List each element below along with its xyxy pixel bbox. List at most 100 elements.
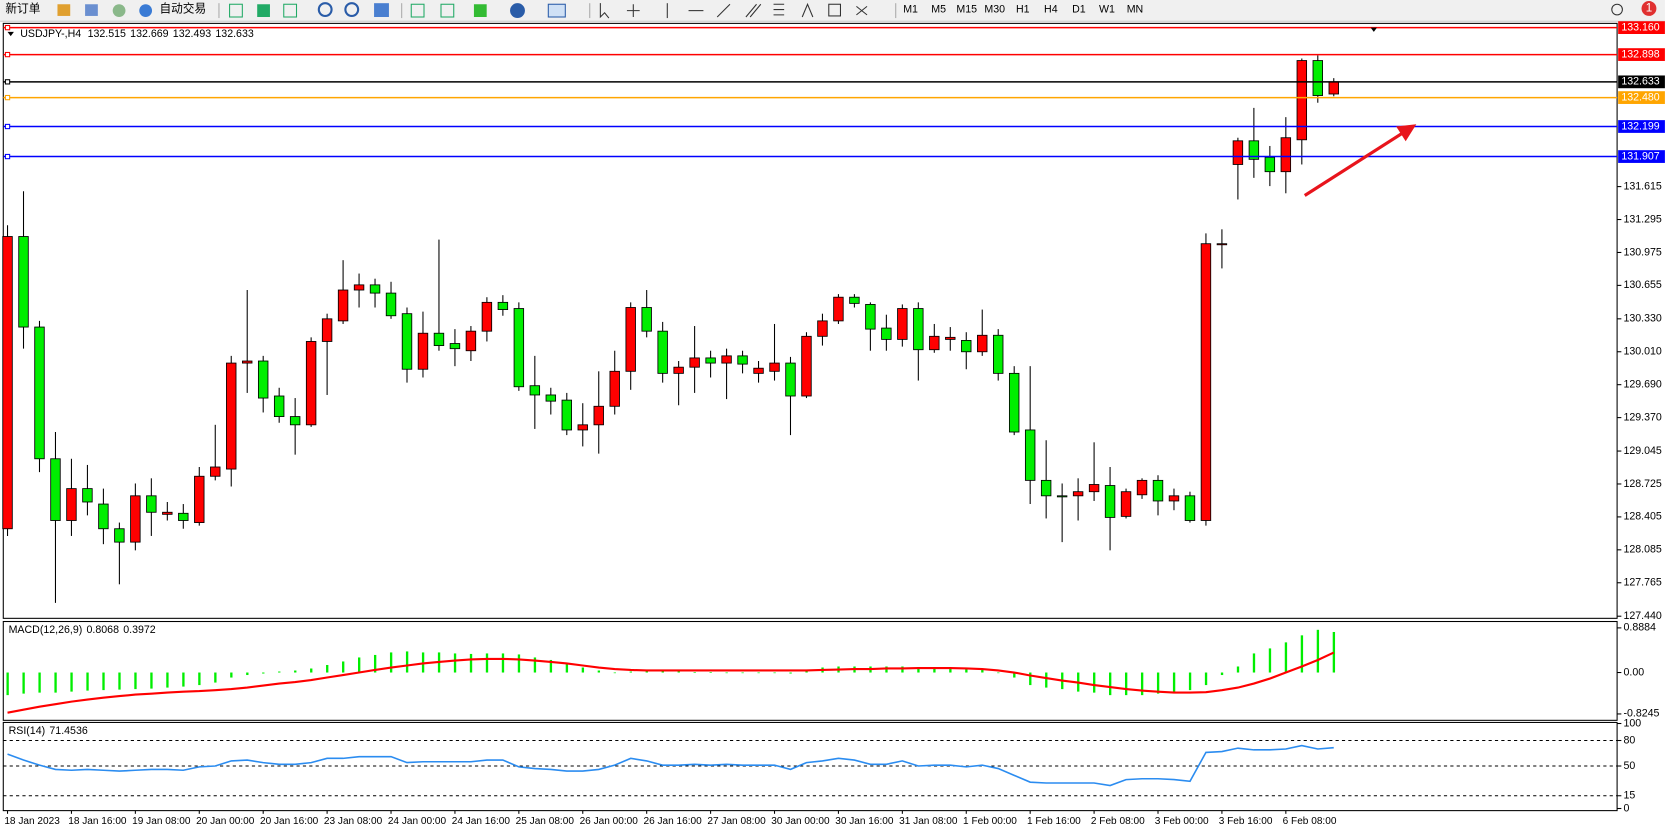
icon[interactable] [547,3,566,18]
candle-body [673,366,684,374]
level-handle[interactable] [4,79,11,85]
macd-bar [182,672,185,687]
x-tick-label: 18 Jan 2023 [4,816,60,827]
icon[interactable] [828,3,841,17]
candle-body [929,335,940,351]
new-order-button[interactable]: 新订单 [5,2,40,16]
search-icon[interactable] [1611,3,1623,16]
level-handle[interactable] [4,51,11,58]
icon[interactable] [510,3,525,19]
macd-bar [102,672,105,691]
macd-bar [54,672,57,693]
candle-body [1072,491,1084,497]
level-handle[interactable] [4,153,11,160]
candle-body [1040,479,1052,497]
candle-body [785,362,796,397]
candle-body [114,528,125,543]
y-tick-label: 0 [1623,802,1629,814]
candle-body [417,332,429,370]
macd-bar [949,667,952,673]
candle-body [146,495,157,513]
macd-bar [278,671,281,673]
macd-bar [453,653,457,673]
icon[interactable] [745,3,762,18]
alert-badge[interactable] [1641,1,1657,16]
level-handle[interactable] [4,24,11,31]
candle-body [625,307,636,372]
icon[interactable] [626,4,640,17]
y-tick-label: 130.655 [1623,279,1661,291]
macd-bar [693,672,696,673]
icon[interactable] [440,3,455,18]
candle-body [465,330,477,352]
level-label: 133.160 [1621,21,1659,33]
timeframe-button[interactable]: M30 [984,3,1005,15]
candle-body [1008,372,1020,433]
icon[interactable] [856,5,868,16]
icon[interactable] [473,4,487,17]
macd-bar [501,653,505,673]
candle-body [273,395,285,418]
timeframe-button[interactable]: M15 [956,3,977,15]
icon[interactable] [374,3,389,17]
price-chart: 131.615 131.295 130.975 130.655 130.330 130.0… [2,21,1665,827]
timeframe-button[interactable]: MN [1127,3,1143,15]
macd-bar [981,668,984,673]
macd-bar [358,657,361,673]
candle-body [1232,140,1244,165]
icon[interactable] [57,4,71,16]
candle-body [689,357,700,368]
icon[interactable] [112,4,126,17]
alert-count[interactable]: 1 [1646,2,1653,15]
macd-bar [6,672,9,696]
x-tick-label: 24 Jan 00:00 [388,816,447,827]
timeframe-button[interactable]: H4 [1044,3,1058,15]
y-tick-label: 130.975 [1623,246,1661,258]
auto-trading-button[interactable]: 自动交易 [159,2,206,16]
x-tick-label: 20 Jan 00:00 [196,816,255,827]
icon[interactable] [85,4,98,16]
macd-bar [1220,672,1224,676]
level-label-box [1618,21,1665,34]
level-label-box [1618,150,1665,163]
rsi-header: RSI(14) 71.4536 [9,725,88,737]
macd-bar [1268,648,1272,673]
y-tick-label: 100 [1623,717,1641,729]
candle-body [993,334,1004,374]
macd-bar [1109,672,1112,696]
macd-bar [262,672,265,674]
y-tick-label: 130.330 [1623,313,1661,325]
timeframe-button[interactable]: W1 [1099,3,1115,15]
icon[interactable] [716,3,731,18]
timeframe-button[interactable]: M1 [903,3,918,15]
timeframe-button[interactable]: D1 [1072,3,1086,15]
candle-body [481,301,493,332]
y-tick-label: 129.045 [1623,445,1661,457]
chart-header: USDJPY-,H4 132.515 132.669 132.493 132.633 [20,28,254,40]
candle-body [833,296,844,322]
macd-bar [629,671,632,673]
macd-bar [214,672,217,683]
icon[interactable] [229,3,243,18]
icon[interactable] [801,2,814,18]
icon[interactable] [139,4,153,17]
timeframe-button[interactable]: M5 [931,3,946,15]
y-tick-label: 130.010 [1623,346,1661,358]
icon[interactable] [317,2,333,17]
icon[interactable] [257,4,270,17]
icon[interactable] [344,2,360,17]
macd-bar [86,672,89,691]
level-handle[interactable] [4,123,11,130]
macd-main-value: 0.8068 [87,624,120,636]
icon[interactable] [599,3,610,19]
macd-bar [965,668,968,673]
icon[interactable] [773,3,785,16]
icon[interactable] [410,3,425,18]
level-handle[interactable] [4,94,11,101]
macd-bar [1029,672,1032,686]
timeframe-button[interactable]: H1 [1016,3,1030,15]
icon[interactable] [283,3,298,18]
macd-signal-line [7,651,1335,714]
candle-body [1312,60,1323,96]
